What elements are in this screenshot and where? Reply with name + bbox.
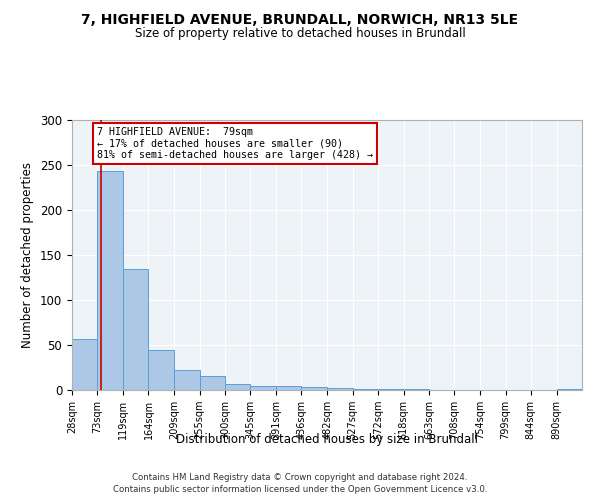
Bar (200, 376, 225, 390)
Bar (250, 386, 276, 390)
Bar (72, 338, 97, 390)
Bar (301, 388, 327, 390)
Text: 7, HIGHFIELD AVENUE, BRUNDALL, NORWICH, NR13 5LE: 7, HIGHFIELD AVENUE, BRUNDALL, NORWICH, … (82, 12, 518, 26)
Y-axis label: Number of detached properties: Number of detached properties (22, 162, 34, 348)
Bar (353, 389, 378, 390)
Bar (557, 389, 582, 390)
Text: Size of property relative to detached houses in Brundall: Size of property relative to detached ho… (134, 28, 466, 40)
Bar (148, 350, 174, 390)
Bar (123, 270, 148, 390)
Bar (174, 370, 200, 390)
Bar (276, 386, 301, 390)
Bar (225, 384, 250, 390)
Text: Distribution of detached houses by size in Brundall: Distribution of detached houses by size … (176, 432, 478, 446)
Text: Contains HM Land Registry data © Crown copyright and database right 2024.
Contai: Contains HM Land Registry data © Crown c… (113, 472, 487, 494)
Bar (378, 389, 404, 390)
Bar (97, 172, 123, 390)
Bar (327, 388, 353, 390)
Bar (404, 389, 429, 390)
Text: 7 HIGHFIELD AVENUE:  79sqm
← 17% of detached houses are smaller (90)
81% of semi: 7 HIGHFIELD AVENUE: 79sqm ← 17% of detac… (97, 127, 373, 160)
